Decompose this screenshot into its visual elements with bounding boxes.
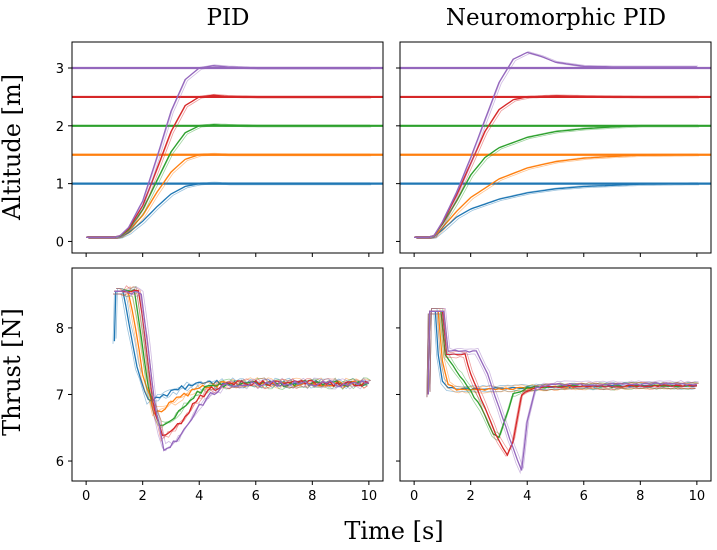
series-trace-red-0 (116, 285, 371, 440)
series-trace-purple-0 (415, 51, 698, 237)
chart-panel-1 (396, 41, 712, 257)
x-tick-label: 8 (636, 489, 644, 504)
series-trace-blue-1 (88, 183, 372, 239)
series-line-orange (414, 154, 697, 239)
x-tick-label: 6 (580, 489, 588, 504)
series-trace-purple-0 (429, 308, 699, 469)
series-trace-red-0 (429, 308, 699, 453)
chart-panel-3: 0 2 4 6 8 10 (396, 267, 712, 504)
series-line-blue (86, 182, 369, 239)
series-line-purple (427, 310, 697, 471)
series-trace-orange-1 (88, 154, 372, 239)
series-trace-purple-1 (113, 292, 368, 452)
series-trace-red-1 (416, 96, 700, 239)
series-line-orange (86, 153, 369, 239)
y-tick-label: 1 (56, 178, 64, 193)
series-trace-red-1 (426, 313, 696, 458)
y-tick-label: 7 (56, 388, 64, 403)
plot-area (426, 308, 699, 475)
series-trace-red-0 (87, 93, 370, 237)
series-trace-orange-1 (416, 155, 700, 239)
x-tick-label: 10 (361, 489, 378, 504)
series-trace-green-1 (416, 126, 700, 239)
series-trace-green-0 (429, 308, 699, 436)
plot-area (72, 64, 383, 239)
axes-frame (399, 41, 712, 254)
ylabel-altitude: Altitude [m] (0, 74, 26, 221)
title-pid: PID (206, 5, 249, 31)
y-tick-label: 8 (56, 322, 64, 337)
plot-area (400, 51, 711, 239)
series-line-purple (86, 65, 369, 239)
y-tick-label: 3 (56, 62, 64, 77)
series-line-red (427, 310, 697, 457)
series-line-red (114, 289, 370, 437)
axes-frame (71, 41, 384, 254)
title-neuromorphic-pid: Neuromorphic PID (446, 5, 666, 31)
series-trace-red-1 (113, 293, 368, 442)
plot-area (112, 285, 371, 452)
series-line-red (86, 94, 369, 239)
xlabel-time: Time [s] (344, 517, 443, 545)
x-tick-label: 4 (523, 489, 531, 504)
x-tick-label: 0 (410, 489, 418, 504)
series-line-red (414, 95, 697, 239)
panels: 0 1 2 3 0 2 4 6 8 10 6 7 8 0 2 4 6 8 10 (56, 41, 712, 504)
chart-panel-2: 0 2 4 6 8 10 6 7 8 (56, 267, 384, 504)
series-line-purple (414, 51, 697, 239)
x-tick-label: 4 (195, 489, 203, 504)
series-trace-green-0 (87, 123, 370, 237)
axes-frame (71, 267, 384, 482)
x-tick-label: 8 (308, 489, 316, 504)
y-tick-label: 6 (56, 455, 64, 470)
series-trace-green-1 (426, 313, 696, 441)
series-trace-green-1 (88, 125, 372, 239)
x-tick-label: 10 (689, 489, 706, 504)
series-line-green (86, 124, 369, 239)
series-trace-purple-0 (87, 64, 370, 237)
x-tick-label: 2 (467, 489, 475, 504)
series-trace-green-1 (113, 293, 368, 429)
series-trace-purple-1 (88, 66, 372, 239)
series-trace-blue-1 (416, 184, 700, 239)
series-trace-orange-1 (426, 313, 696, 398)
y-tick-label: 2 (56, 120, 64, 135)
x-tick-label: 6 (252, 489, 260, 504)
series-trace-red-0 (415, 94, 698, 237)
series-line-green (414, 125, 697, 239)
y-tick-label: 0 (56, 235, 64, 250)
x-tick-label: 2 (139, 489, 147, 504)
series-trace-red-1 (88, 95, 372, 239)
series-line-purple (114, 289, 369, 452)
chart-panel-0: 0 1 2 3 (56, 41, 384, 257)
series-trace-purple-0 (116, 286, 371, 445)
series-trace-blue-1 (426, 313, 696, 398)
series-line-blue (414, 182, 697, 239)
series-trace-purple-1 (416, 53, 700, 239)
ylabel-thrust: Thrust [N] (0, 308, 26, 436)
x-tick-label: 0 (82, 489, 90, 504)
series-trace-purple-1 (426, 313, 696, 475)
axes-frame (399, 267, 712, 482)
